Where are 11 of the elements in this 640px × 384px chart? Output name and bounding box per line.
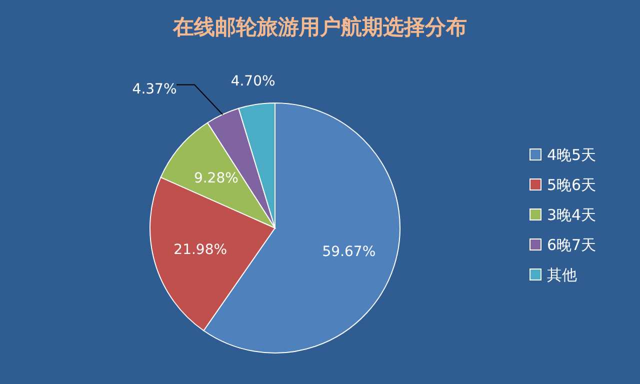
legend-label: 4晚5天: [547, 146, 596, 164]
legend-label: 6晚7天: [547, 236, 596, 254]
data-label: 21.98%: [174, 242, 228, 258]
chart-title: 在线邮轮旅游用户航期选择分布: [172, 15, 467, 39]
data-label: 9.28%: [194, 170, 238, 187]
legend-label: 3晚4天: [547, 206, 596, 224]
legend-label: 其他: [547, 266, 577, 284]
data-label: 4.70%: [230, 74, 276, 90]
legend-label: 5晚6天: [547, 176, 596, 194]
data-label: 59.67%: [322, 244, 376, 260]
data-label: 4.37%: [132, 82, 177, 98]
